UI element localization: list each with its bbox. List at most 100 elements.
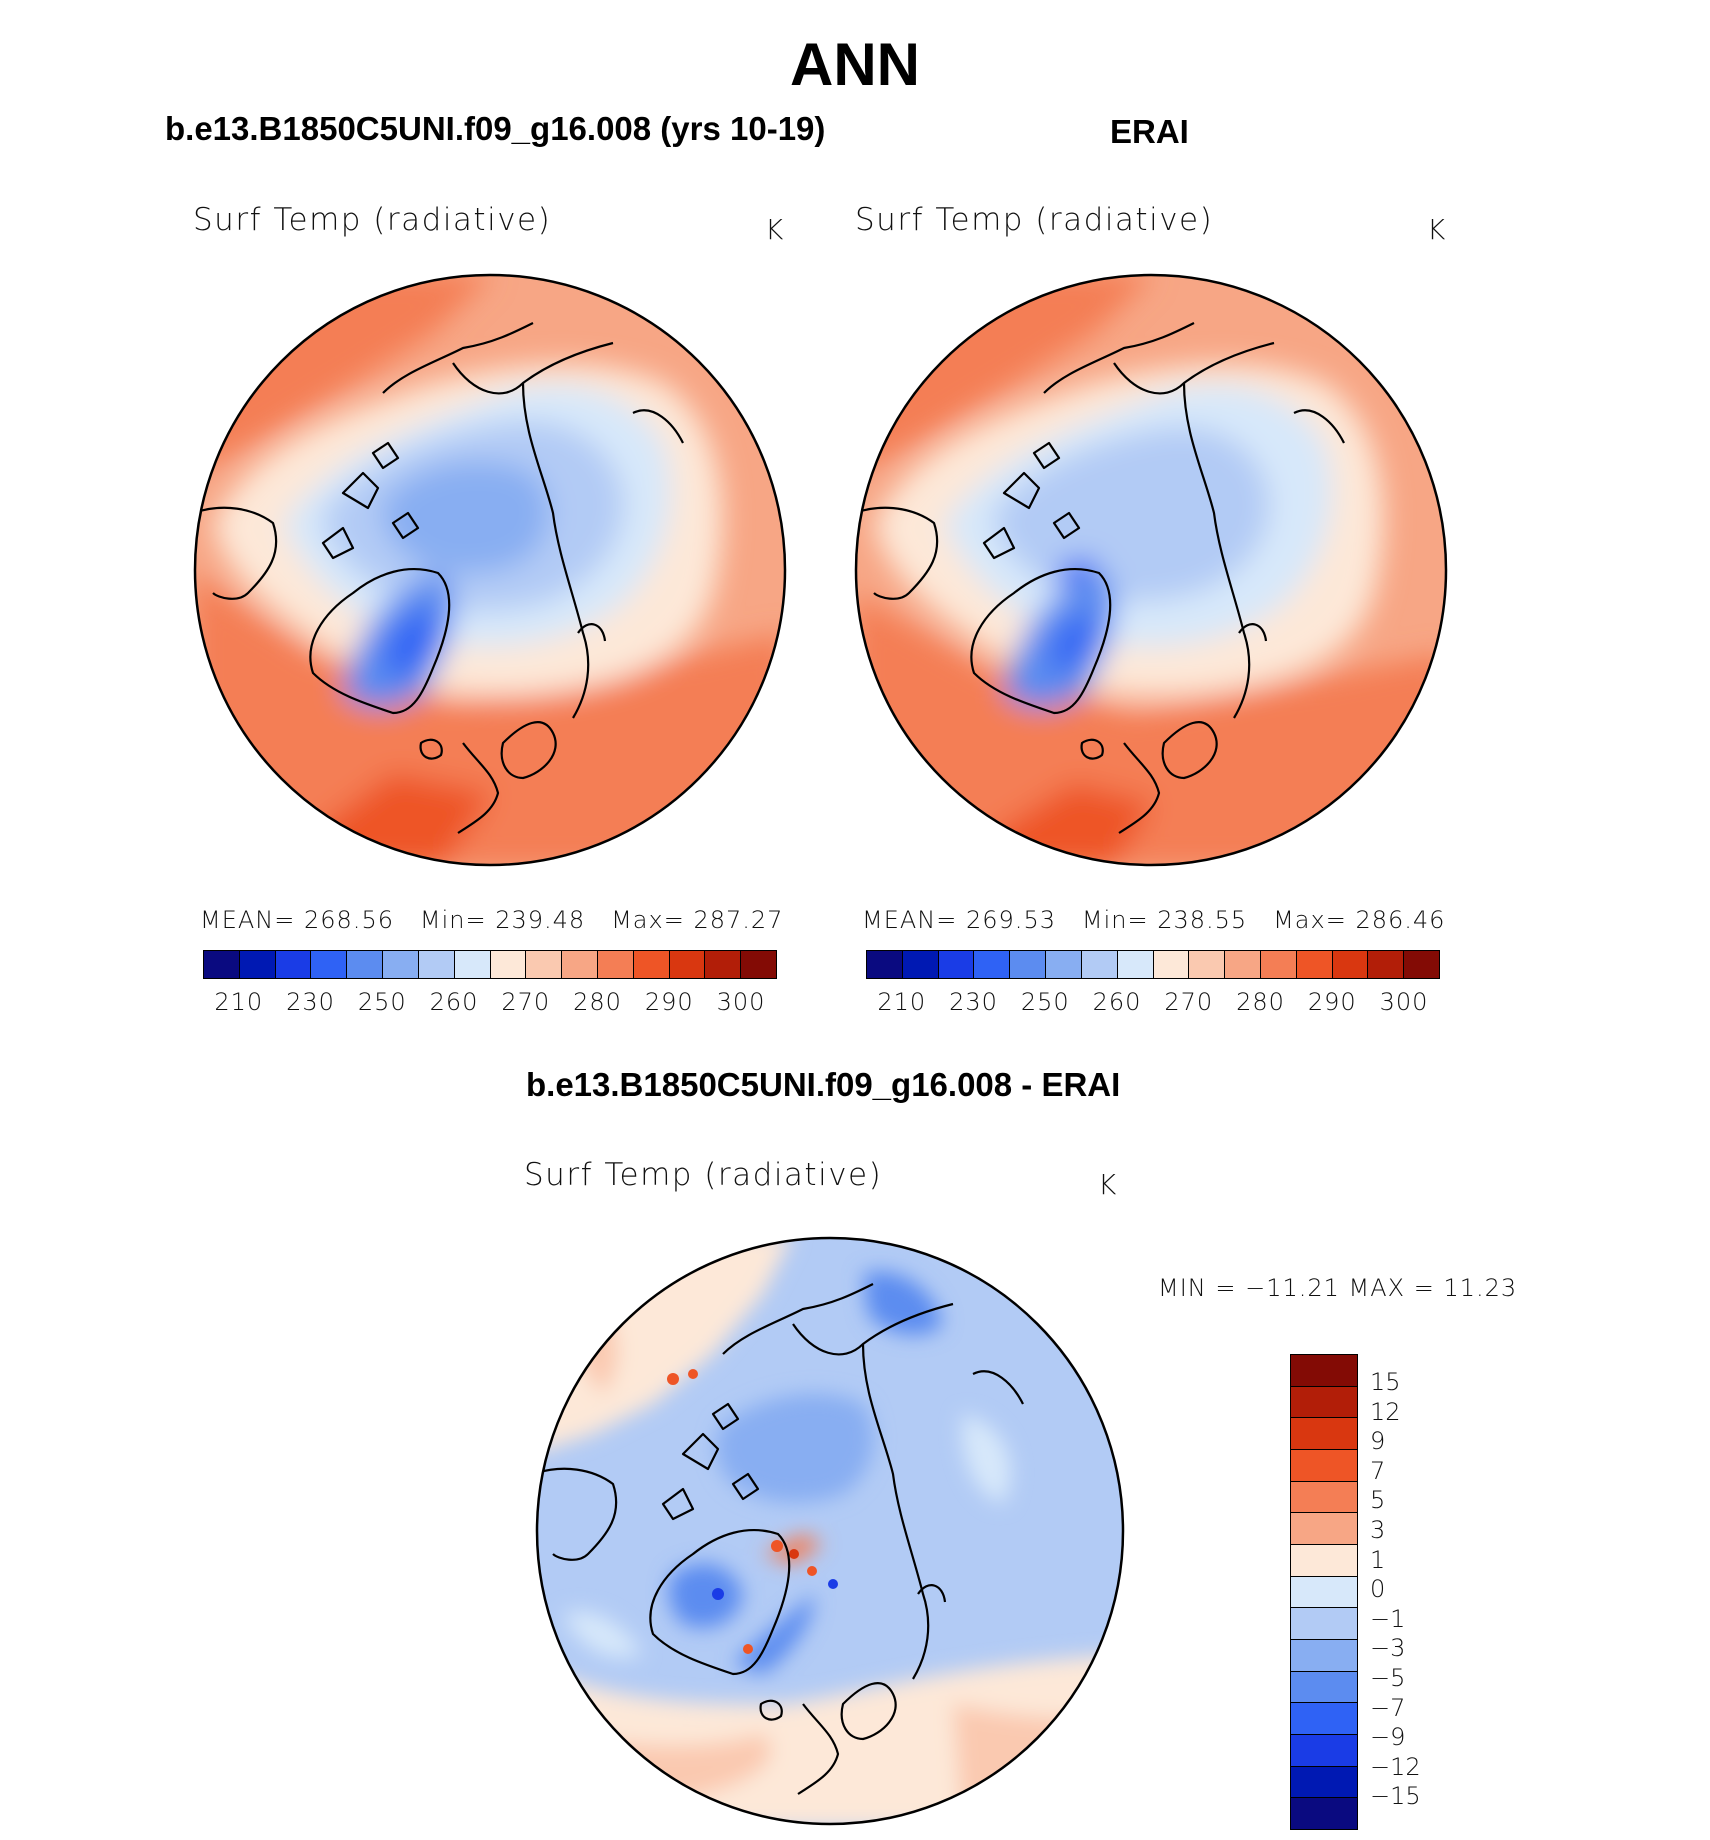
panel1-mean-label: MEAN= (200, 906, 296, 934)
panel1-colorbar-swatch (347, 951, 384, 978)
panel3-colorbar-swatch (1291, 1703, 1357, 1736)
panel3-level: 7 (1370, 1456, 1386, 1485)
panel3-map-border (535, 1236, 1125, 1826)
panel3-variable-label: Surf Temp (radiative) (524, 1157, 883, 1193)
panel3-level: 3 (1370, 1515, 1386, 1544)
panel3-field-positive-eurasia (953, 1704, 1123, 1824)
panel2-colorbar-swatch (1260, 951, 1297, 978)
panel1-stats: MEAN= 268.56 Min= 239.48 Max= 287.27 (200, 906, 783, 934)
panel1-colorbar-swatch (562, 951, 598, 978)
panel3-case-title: b.e13.B1850C5UNI.f09_g16.008 - ERAI (526, 1066, 1121, 1103)
panel2-tick: 270 (1164, 988, 1214, 1016)
panel3-level: −12 (1370, 1752, 1421, 1781)
panel3-colorbar-swatch (1291, 1355, 1357, 1387)
panel3-colorbar-labels: 15 12 9 7 5 3 1 0 −1 −3 −5 −7 −9 −12 −15 (1370, 1368, 1450, 1818)
panel1-tick: 230 (286, 988, 335, 1016)
panel2-colorbar-swatch (902, 951, 939, 978)
panel1-colorbar-swatch (705, 951, 742, 978)
panel2-colorbar-swatch (1189, 951, 1226, 978)
panel3-field-positive-alaska (570, 1274, 618, 1394)
panel2-max-value: 286.46 (1355, 906, 1446, 934)
panel2-tick: 300 (1379, 988, 1429, 1016)
panel3-level: 9 (1370, 1427, 1386, 1456)
panel2-colorbar-swatch (1225, 951, 1261, 978)
panel2-mean-value: 269.53 (966, 906, 1056, 934)
panel3-level: 5 (1370, 1486, 1386, 1515)
panel3-units: K (1098, 1168, 1117, 1201)
panel3-colorbar-swatch (1291, 1671, 1357, 1704)
panel3-level: 12 (1370, 1397, 1401, 1426)
panel1-tick: 250 (357, 988, 407, 1016)
panel1-variable-label: Surf Temp (radiative) (193, 202, 552, 238)
figure-title: ANN (790, 31, 920, 98)
panel1-mean-value: 268.56 (304, 906, 394, 934)
panel1-polar-map (193, 273, 787, 867)
panel3-coldspot (828, 1579, 838, 1589)
panel3-field-neutral-labrador (563, 1611, 643, 1658)
panel3-hotspot (743, 1644, 753, 1654)
panel1-units: K (765, 213, 784, 246)
panel2-tick: 210 (877, 988, 927, 1016)
panel3-level: 0 (1370, 1575, 1386, 1604)
panel3-colorbar-swatch (1291, 1513, 1357, 1546)
panel3-level: −15 (1370, 1782, 1421, 1811)
panel2-colorbar-swatch (1117, 951, 1154, 978)
panel3-field-neutral-kara (962, 1414, 1011, 1504)
panel2-units: K (1427, 213, 1446, 246)
panel1-colorbar-swatch (383, 951, 419, 978)
panel2-tick: 260 (1092, 988, 1142, 1016)
panel3-colorbar-swatch (1291, 1418, 1357, 1451)
panel1-colorbar-swatch (454, 951, 491, 978)
panel3-level: 1 (1370, 1545, 1386, 1574)
panel1-colorbar-swatch (633, 951, 670, 978)
panel3-colorbar-swatch (1291, 1766, 1357, 1799)
panel2-mean-label: MEAN= (862, 906, 958, 934)
panel2-variable-label: Surf Temp (radiative) (855, 202, 1214, 238)
panel2-map-border (854, 273, 1448, 867)
panel3-coldspot (712, 1588, 724, 1600)
panel3-field-positive-archipelago (763, 1534, 823, 1564)
panel3-level: −7 (1370, 1693, 1406, 1722)
panel3-hotspot (807, 1566, 817, 1576)
panel3-hotspot (688, 1369, 698, 1379)
panel1-colorbar-swatch (239, 951, 276, 978)
panel2-colorbar-ticks: 210 230 250 260 270 280 290 300 (866, 988, 1440, 1018)
panel1-field-greenland-core (383, 610, 434, 678)
panel3-colorbar-swatch (1291, 1545, 1357, 1577)
panel1-min-value: 239.48 (495, 906, 586, 934)
panel1-field-warm-south (195, 573, 785, 865)
panel2-polar-map (854, 273, 1448, 867)
panel1-colorbar-swatch (669, 951, 706, 978)
panel1-tick: 210 (214, 988, 264, 1016)
panel3-colorbar-swatch (1291, 1481, 1357, 1514)
panel3-hotspot (789, 1549, 799, 1559)
panel3-colorbar (1290, 1354, 1358, 1830)
panel2-colorbar-swatch (1081, 951, 1118, 978)
panel1-colorbar-swatch (526, 951, 563, 978)
panel3-colorbar-swatch (1291, 1576, 1357, 1609)
panel3-field-negative-baffin (668, 1563, 743, 1628)
panel2-tick: 230 (949, 988, 998, 1016)
panel1-min-label: Min= (419, 906, 487, 934)
panel3-field-negative-siberia (863, 1271, 943, 1335)
panel2-colorbar (866, 950, 1440, 979)
panel1-colorbar-swatch (275, 951, 312, 978)
panel2-colorbar-swatch (1153, 951, 1190, 978)
panel2-field-greenland-core (1049, 614, 1093, 673)
panel2-min-value: 238.55 (1157, 906, 1248, 934)
panel1-field-arctic-ocean-core (382, 461, 550, 574)
panel2-colorbar-swatch (1332, 951, 1369, 978)
panel1-colorbar-ticks: 210 230 250 260 270 280 290 300 (203, 988, 777, 1018)
panel3-colorbar-swatch (1291, 1735, 1357, 1767)
panel1-tick: 260 (429, 988, 479, 1016)
panel1-colorbar (203, 950, 777, 979)
panel1-tick: 290 (644, 988, 694, 1016)
panel2-max-label: Max= (1273, 906, 1347, 934)
panel3-colorbar-swatch (1291, 1640, 1357, 1672)
panel1-colorbar-swatch (597, 951, 634, 978)
panel3-field-negative-greenland (733, 1594, 814, 1674)
panel2-colorbar-swatch (1404, 951, 1439, 978)
panel3-level: −3 (1370, 1634, 1406, 1663)
panel2-colorbar-swatch (867, 951, 903, 978)
panel3-hotspot (771, 1540, 783, 1552)
